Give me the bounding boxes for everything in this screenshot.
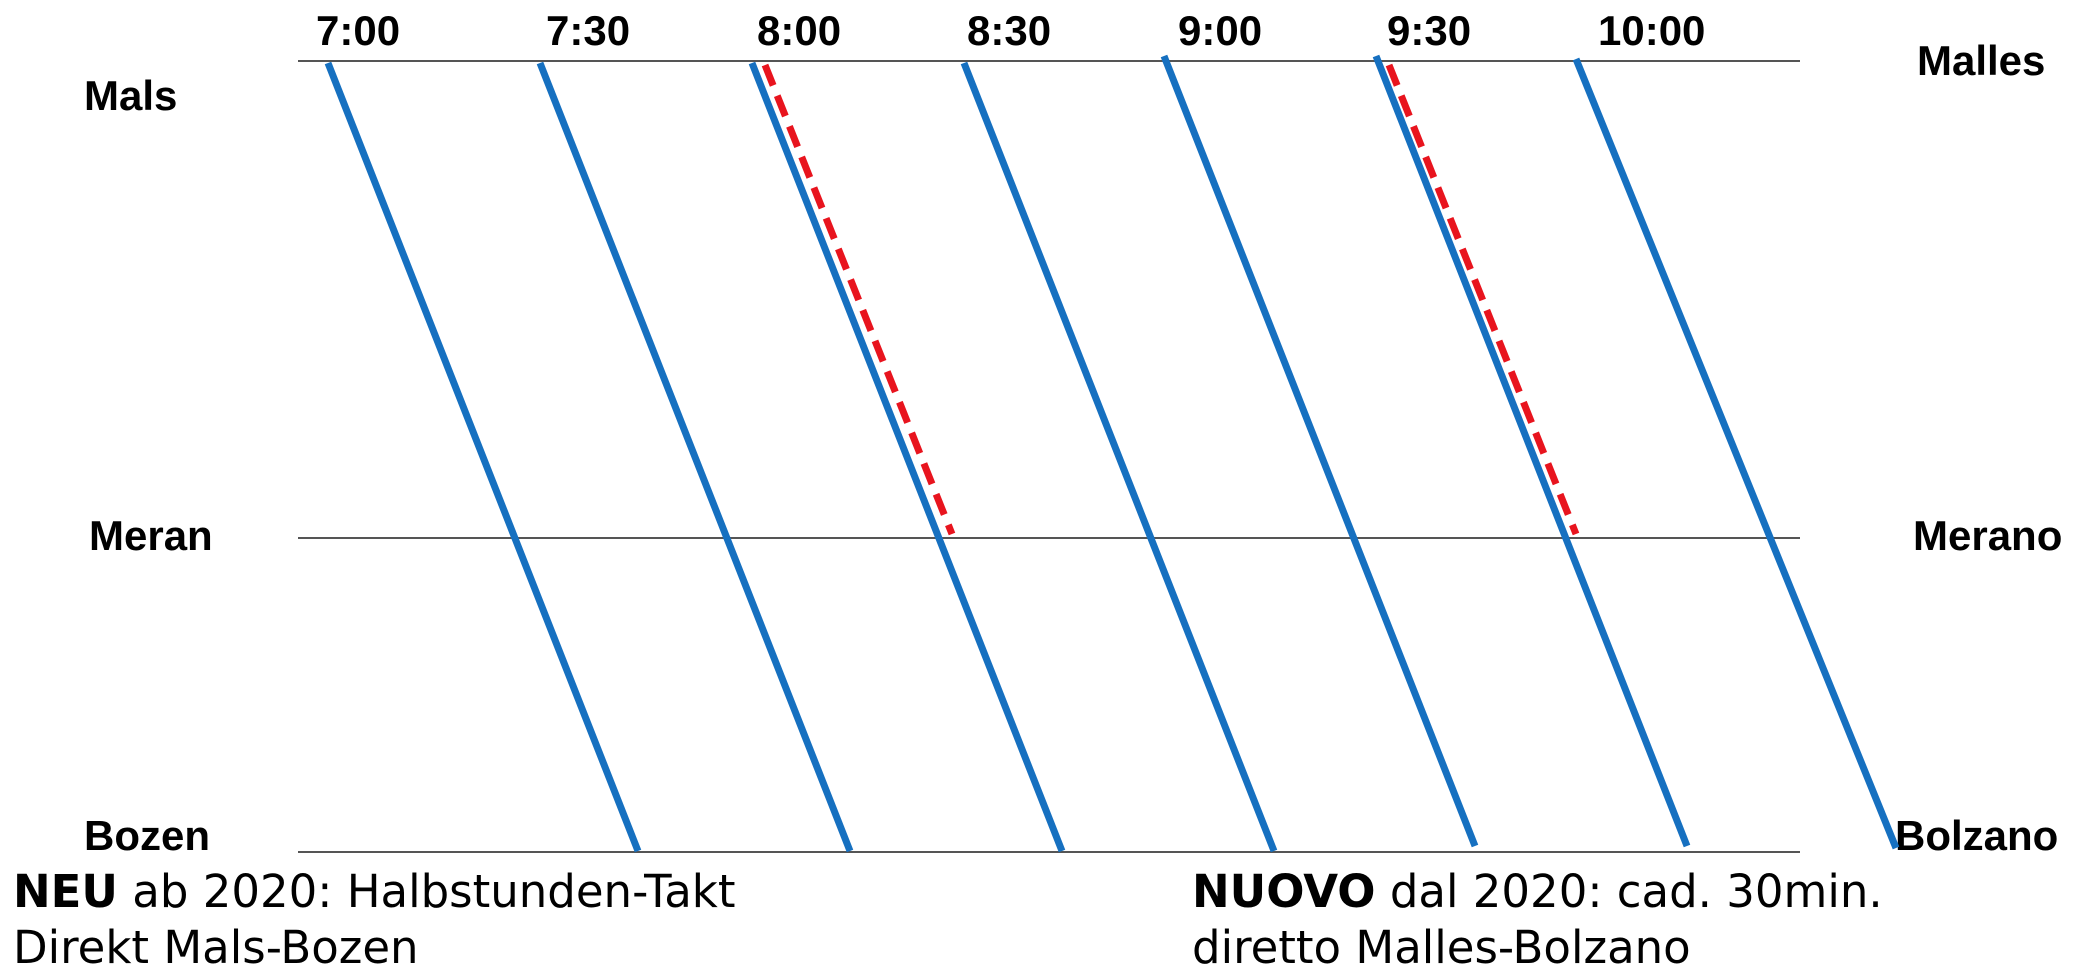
station-label-de: Bozen (84, 812, 210, 859)
time-label: 10:00 (1598, 7, 1705, 54)
station-label-it: Bolzano (1895, 812, 2058, 859)
station-label-de: Meran (89, 512, 213, 559)
station-label-it: Merano (1913, 512, 2062, 559)
time-label: 8:30 (967, 7, 1051, 54)
caption-german-bold: NEU (13, 865, 118, 918)
time-label: 9:00 (1178, 7, 1262, 54)
caption-german-line1: NEU ab 2020: Halbstunden-Takt (13, 864, 736, 920)
caption-german-line1-text: ab 2020: Halbstunden-Takt (117, 865, 736, 918)
caption-german: NEU ab 2020: Halbstunden-Takt Direkt Mal… (13, 864, 736, 976)
train-line-regular (324, 61, 642, 853)
caption-german-line2: Direkt Mals-Bozen (13, 921, 419, 974)
train-line-regular (536, 61, 854, 853)
time-label: 9:30 (1387, 7, 1471, 54)
train-line-regular (1372, 54, 1691, 848)
time-label: 8:00 (757, 7, 841, 54)
caption-italian-bold: NUOVO (1192, 865, 1376, 918)
time-label: 7:00 (316, 7, 400, 54)
train-line-direct (1385, 63, 1580, 536)
train-line-regular (960, 61, 1278, 853)
train-line-direct (761, 63, 956, 536)
station-label-it: Malles (1917, 37, 2045, 84)
caption-italian-line2: diretto Malles-Bolzano (1192, 921, 1691, 974)
train-line-regular (1160, 54, 1479, 848)
caption-italian-line1-text: dal 2020: cad. 30min. (1375, 865, 1883, 918)
time-label: 7:30 (546, 7, 630, 54)
train-line-regular (748, 61, 1066, 853)
station-label-de: Mals (84, 72, 177, 119)
caption-italian: NUOVO dal 2020: cad. 30min. diretto Mall… (1192, 864, 1883, 976)
caption-italian-line1: NUOVO dal 2020: cad. 30min. (1192, 864, 1883, 920)
train-line-regular (1572, 57, 1900, 850)
